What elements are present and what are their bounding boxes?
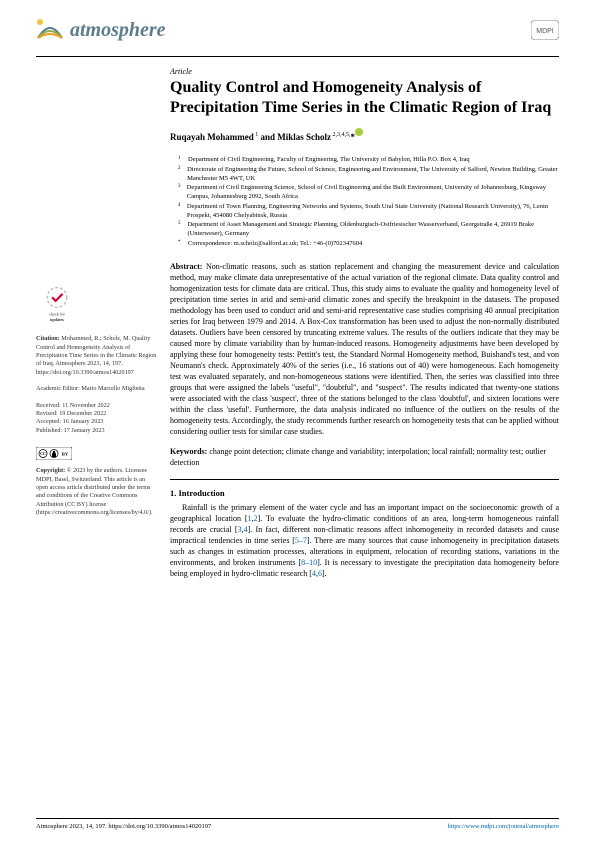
abstract-block: Abstract: Non-climatic reasons, such as … [170,261,559,438]
date-published: Published: 17 January 2023 [36,427,158,435]
keywords-label: Keywords: [170,447,207,456]
intro-paragraph: Rainfall is the primary element of the w… [170,502,559,579]
article-title: Quality Control and Homogeneity Analysis… [170,78,559,118]
date-revised: Revised: 19 December 2022 [36,410,158,418]
keywords-block: Keywords: change point detection; climat… [170,447,559,469]
abstract-label: Abstract: [170,262,202,271]
journal-name: atmosphere [70,19,166,42]
cite-4[interactable]: 4 [244,525,248,534]
journal-logo-icon [36,16,64,44]
page-footer: Atmosphere 2023, 14, 197. https://doi.or… [36,818,559,830]
date-received: Received: 11 November 2022 [36,402,158,410]
svg-text:CC: CC [40,451,46,456]
check-updates-badge[interactable]: check for updates [36,282,158,327]
author-1: Ruqayah Mohammed [170,132,254,142]
cite-3[interactable]: 3 [238,525,242,534]
svg-text:check for: check for [49,312,65,317]
affil-2: Directorate of Engineering the Future, S… [187,166,559,184]
abstract-text: Non-climatic reasons, such as station re… [170,262,559,436]
affil-3: Department of Civil Engineering Science,… [187,184,559,202]
mdpi-logo-icon: MDPI [531,20,559,40]
page-header: atmosphere MDPI [0,0,595,52]
citation-block: Citation: Mohammed, R.; Scholz, M. Quali… [36,335,158,377]
cite-4b[interactable]: 4 [312,569,316,578]
affil-4: Department of Town Planning, Engineering… [187,203,559,221]
keywords-text: change point detection; climate change a… [170,447,546,467]
svg-text:MDPI: MDPI [536,28,554,35]
journal-brand: atmosphere [36,16,166,44]
correspondence: Correspondence: m.scholz@salford.ac.uk; … [188,240,362,249]
copyright-label: Copyright: [36,467,65,474]
cite-6[interactable]: 6 [318,569,322,578]
editor-name: Mario Marcello Miglietta [81,385,144,392]
citation-label: Citation: [36,335,60,342]
cite-8-10[interactable]: 8–10 [301,558,317,567]
dates-block: Received: 11 November 2022 Revised: 19 D… [36,402,158,435]
footer-right-link[interactable]: https://www.mdpi.com/journal/atmosphere [447,823,559,830]
orcid-icon[interactable] [355,128,363,136]
copyright-text: © 2023 by the authors. Licensee MDPI, Ba… [36,467,153,516]
editor-block: Academic Editor: Mario Marcello Migliett… [36,385,158,393]
cc-by-icon[interactable]: CC BY [36,447,72,460]
cite-5-7[interactable]: 5–7 [295,536,307,545]
svg-text:updates: updates [50,317,64,322]
main-column: 1 Department of Civil Engineering, Facult… [170,156,559,579]
article-type: Article [170,67,559,76]
editor-label: Academic Editor: [36,385,80,392]
cite-1[interactable]: 1 [248,514,252,523]
author-sep: and [261,132,278,142]
authors-line: Ruqayah Mohammed 1 and Miklas Scholz 2,3… [170,128,559,142]
date-accepted: Accepted: 16 January 2023 [36,418,158,426]
author-2: Miklas Scholz [277,132,331,142]
sidebar-column: check for updates Citation: Mohammed, R.… [36,156,158,579]
section-1-heading: 1. Introduction [170,488,559,499]
footer-left: Atmosphere 2023, 14, 197. https://doi.or… [36,823,211,830]
header-rule [36,56,559,57]
section-rule [170,479,559,480]
cite-2[interactable]: 2 [254,514,258,523]
affil-5: Department of Asset Management and Strat… [187,221,559,239]
svg-text:BY: BY [62,451,69,456]
affiliations-list: 1Department of Civil Engineering, Facult… [170,156,559,249]
copyright-block: Copyright: © 2023 by the authors. Licens… [36,467,158,517]
affil-1: Department of Civil Engineering, Faculty… [188,156,470,165]
